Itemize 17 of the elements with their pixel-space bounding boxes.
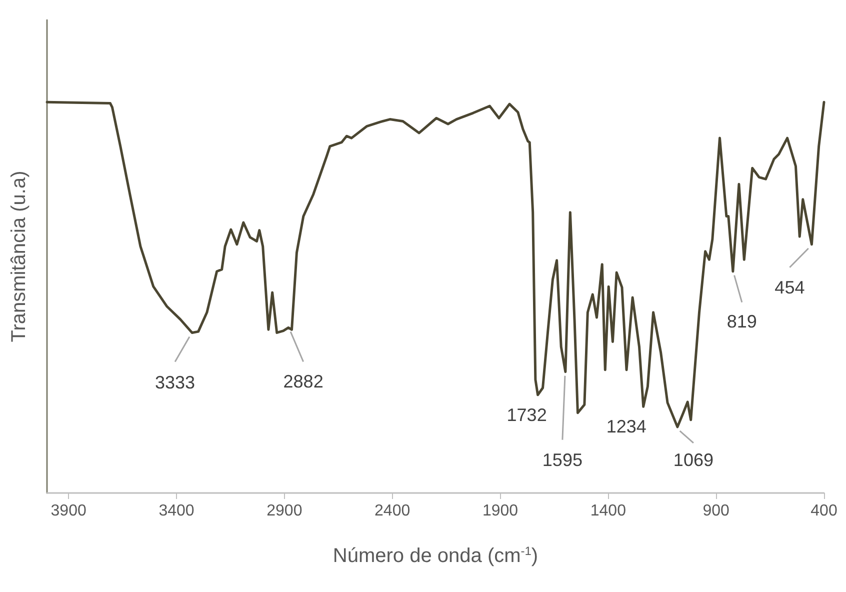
annotation: 1732 (506, 404, 547, 425)
x-tick-label: 400 (810, 502, 838, 520)
annotation: 1069 (673, 450, 714, 470)
annotation: 2882 (283, 372, 324, 392)
x-tick-label: 1900 (482, 502, 518, 520)
annotation: 454 (774, 277, 805, 298)
x-tick-label: 900 (702, 502, 730, 520)
x-tick-label: 2900 (266, 502, 302, 520)
y-axis-title: Transmitância (u.a) (8, 170, 30, 342)
x-tick-label: 2400 (374, 502, 410, 520)
x-tick-label: 3400 (158, 502, 194, 520)
annotation: 819 (726, 311, 757, 332)
x-tick-label: 3900 (50, 502, 86, 520)
annotation: 1234 (606, 416, 646, 437)
annotation: 1595 (542, 450, 582, 470)
annotation: 3333 (155, 372, 196, 393)
x-tick-label: 1400 (590, 502, 626, 520)
